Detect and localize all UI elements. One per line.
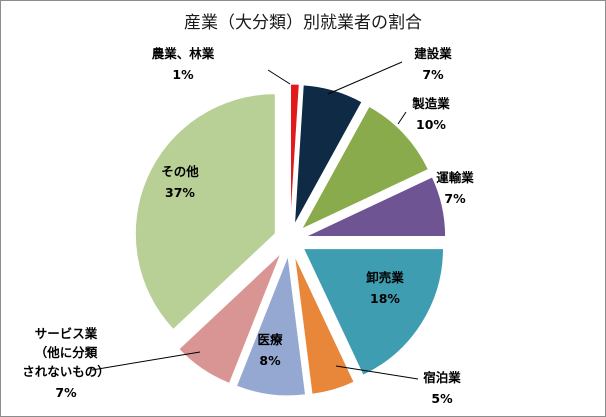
slice-value-2: 10%: [416, 117, 446, 132]
slice-value-6: 8%: [259, 353, 281, 368]
pie-slice-2: [300, 105, 430, 231]
slice-value-4: 18%: [370, 291, 400, 306]
slice-label-5-line-0: 宿泊業: [423, 370, 461, 385]
slice-label-1-line-0: 建設業: [414, 46, 452, 61]
slice-label-7-line-0: サービス業: [35, 326, 98, 341]
leader-line-7: [91, 351, 201, 371]
pie-slice-1: [293, 84, 363, 225]
slice-label-4-line-0: 卸売業: [366, 270, 404, 285]
pie-slices: [134, 83, 447, 397]
slice-value-0: 1%: [172, 67, 194, 82]
leader-line-5: [335, 365, 419, 380]
slice-value-5: 5%: [431, 391, 453, 406]
pie-slice-4: [302, 248, 445, 376]
slice-label-0-line-0: 農業、林業: [152, 46, 215, 61]
pie-slice-3: [305, 176, 447, 238]
leader-line-0: [267, 69, 291, 85]
pie-slice-5: [293, 255, 355, 395]
slice-label-7-line-1: （他に分類: [35, 345, 98, 360]
leader-line-1: [327, 61, 403, 95]
pie-slice-0: [290, 83, 300, 225]
slice-label-6-line-0: 医療: [257, 332, 283, 347]
slice-label-2-line-0: 製造業: [411, 96, 450, 111]
leader-line-2: [397, 111, 407, 125]
slice-label-8-line-0: その他: [161, 164, 199, 179]
pie-slice-8: [134, 93, 276, 331]
leader-lines: [91, 61, 419, 380]
slice-label-7-line-2: されないもの）: [22, 364, 110, 379]
slice-value-7: 7%: [55, 385, 77, 400]
slice-label-3-line-0: 運輸業: [436, 170, 474, 185]
pie-slice-7: [178, 252, 282, 385]
slice-value-1: 7%: [422, 67, 444, 82]
slice-value-8: 37%: [165, 185, 195, 200]
pie-slice-6: [235, 255, 307, 397]
slice-value-3: 7%: [444, 191, 466, 206]
slice-labels: 農業、林業 1% 建設業 7% 製造業 10% 運輸業 7% 卸売業 18% 宿泊業 5% 医療 8% サー…: [22, 46, 474, 406]
chart-title: 産業（大分類）別就業者の割合: [184, 13, 422, 33]
